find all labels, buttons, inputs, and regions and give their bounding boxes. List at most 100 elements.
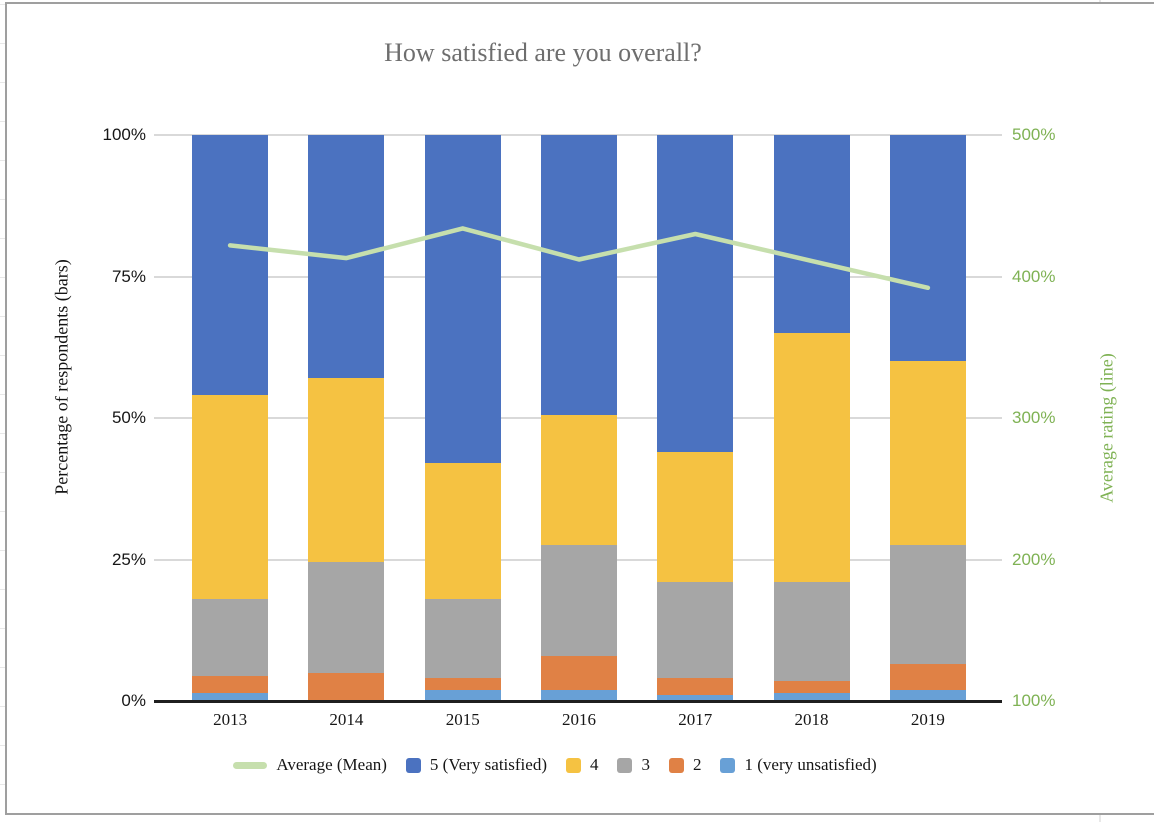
bar-segment <box>424 689 501 701</box>
sheet-row-line <box>0 277 5 278</box>
left-axis-tick-label: 50% <box>111 408 146 427</box>
bar-slot: 2019 <box>870 135 986 729</box>
sheet-row-line <box>0 706 5 707</box>
sheet-row-line <box>0 355 5 356</box>
right-axis-tick-label: 100% <box>1012 691 1056 710</box>
bar-segment <box>773 692 850 701</box>
bar-slot: 2014 <box>288 135 404 729</box>
sheet-row-line <box>0 589 5 590</box>
legend-label: 5 (Very satisfied) <box>429 755 547 774</box>
legend-label: 2 <box>692 755 702 774</box>
bar-segment <box>424 463 501 600</box>
x-axis-tick-label: 2015 <box>445 710 480 729</box>
average-mean-line <box>227 226 931 291</box>
sheet-row-line <box>0 43 5 44</box>
bar-segment <box>308 562 385 673</box>
sheet-row-line <box>0 511 5 512</box>
left-axis-title: Percentage of respondents (bars) <box>51 259 72 495</box>
sheet-row-line <box>0 433 5 434</box>
bar-segment <box>308 672 385 701</box>
bar-segment <box>424 678 501 690</box>
bar-segment <box>424 135 501 464</box>
left-axis-tick-label: 100% <box>102 125 146 144</box>
sheet-row-line <box>0 160 5 161</box>
left-axis-tick-label: 25% <box>111 549 146 569</box>
sheet-row-line <box>0 628 5 629</box>
legend-item: Average (Mean) <box>233 755 387 775</box>
sheet-row-line <box>0 238 5 239</box>
bar-slot: 2013 <box>172 135 288 729</box>
x-axis-tick-label: 2013 <box>213 710 248 729</box>
bar-segment <box>192 599 269 676</box>
bar-segment <box>773 333 850 583</box>
sheet-row-line <box>0 394 5 395</box>
bar-segment <box>657 678 734 696</box>
legend-label: Average (Mean) <box>276 755 387 774</box>
x-axis-line <box>154 700 1002 703</box>
legend-color-swatch <box>565 757 581 773</box>
right-axis-tick-label: 300% <box>1012 408 1056 427</box>
bar-segment <box>773 135 850 334</box>
sheet-row-line <box>0 784 5 785</box>
average-line-layer <box>227 226 931 291</box>
bar-segment <box>192 135 269 396</box>
bar-segment <box>773 582 850 682</box>
sheet-column-line <box>1099 0 1101 2</box>
bar-segment <box>540 689 617 701</box>
sheet-row-line <box>0 82 5 83</box>
sheet-row-line <box>0 667 5 668</box>
bar-segment <box>889 689 966 701</box>
bar-slot: 2017 <box>637 135 753 729</box>
right-axis-tick-label: 400% <box>1012 266 1056 286</box>
bar-segment <box>540 545 617 656</box>
bar-segment <box>889 545 966 665</box>
sheet-row-line <box>0 121 5 122</box>
stacked-bar <box>540 135 617 701</box>
plot-area: 0% 100% 25% 200% 50% 300% 75% 400% 100% 500% 2013 2… <box>103 125 1056 729</box>
x-axis-tick-label: 2019 <box>910 710 945 729</box>
legend-line-swatch <box>233 761 268 769</box>
bar-segment <box>657 582 734 679</box>
bar-segment <box>657 135 734 452</box>
legend-item: 1 (very unsatisfied) <box>720 755 877 775</box>
chart-title: How satisfied are you overall? <box>384 38 702 67</box>
stacked-bar <box>889 135 966 701</box>
legend-item: 3 <box>617 755 650 775</box>
legend-color-swatch <box>720 757 736 773</box>
x-axis-tick-label: 2018 <box>794 710 829 729</box>
stacked-bar <box>192 135 269 701</box>
legend-label: 3 <box>641 755 650 774</box>
bar-segment <box>540 135 617 416</box>
sheet-column-line <box>1099 815 1101 822</box>
right-axis-tick-label: 500% <box>1012 125 1056 144</box>
legend-color-swatch <box>405 757 421 773</box>
bar-segment <box>657 695 734 701</box>
bar-segment <box>308 378 385 563</box>
sheet-row-line <box>0 472 5 473</box>
x-axis-tick-label: 2014 <box>329 710 364 729</box>
bars-region: 2013 2014 2015 2016 2017 2018 2019 <box>172 135 986 729</box>
sheet-row-line <box>0 745 5 746</box>
bar-segment <box>889 664 966 690</box>
left-axis-tick-label: 75% <box>111 266 146 286</box>
sheet-row-line <box>0 199 5 200</box>
bar-slot: 2015 <box>405 135 521 729</box>
x-axis-tick-label: 2017 <box>678 710 713 729</box>
bar-segment <box>889 361 966 546</box>
gridline <box>154 134 1002 136</box>
right-axis-title: Average rating (line) <box>1096 353 1117 503</box>
bar-segment <box>773 681 850 693</box>
sheet-row-line <box>0 550 5 551</box>
legend-label: 4 <box>589 755 599 774</box>
legend-label: 1 (very unsatisfied) <box>744 755 877 774</box>
sheet-row-line <box>0 4 5 5</box>
bar-segment <box>192 395 269 600</box>
chart-legend: Average (Mean) 5 (Very satisfied) 4 3 2 1 (ve… <box>135 750 975 780</box>
legend-color-swatch <box>668 757 684 773</box>
right-axis-tick-label: 200% <box>1012 549 1056 569</box>
legend-item: 2 <box>668 755 702 775</box>
bar-slot: 2016 <box>521 135 637 729</box>
stacked-bar <box>773 135 850 701</box>
legend-color-swatch <box>617 757 633 773</box>
